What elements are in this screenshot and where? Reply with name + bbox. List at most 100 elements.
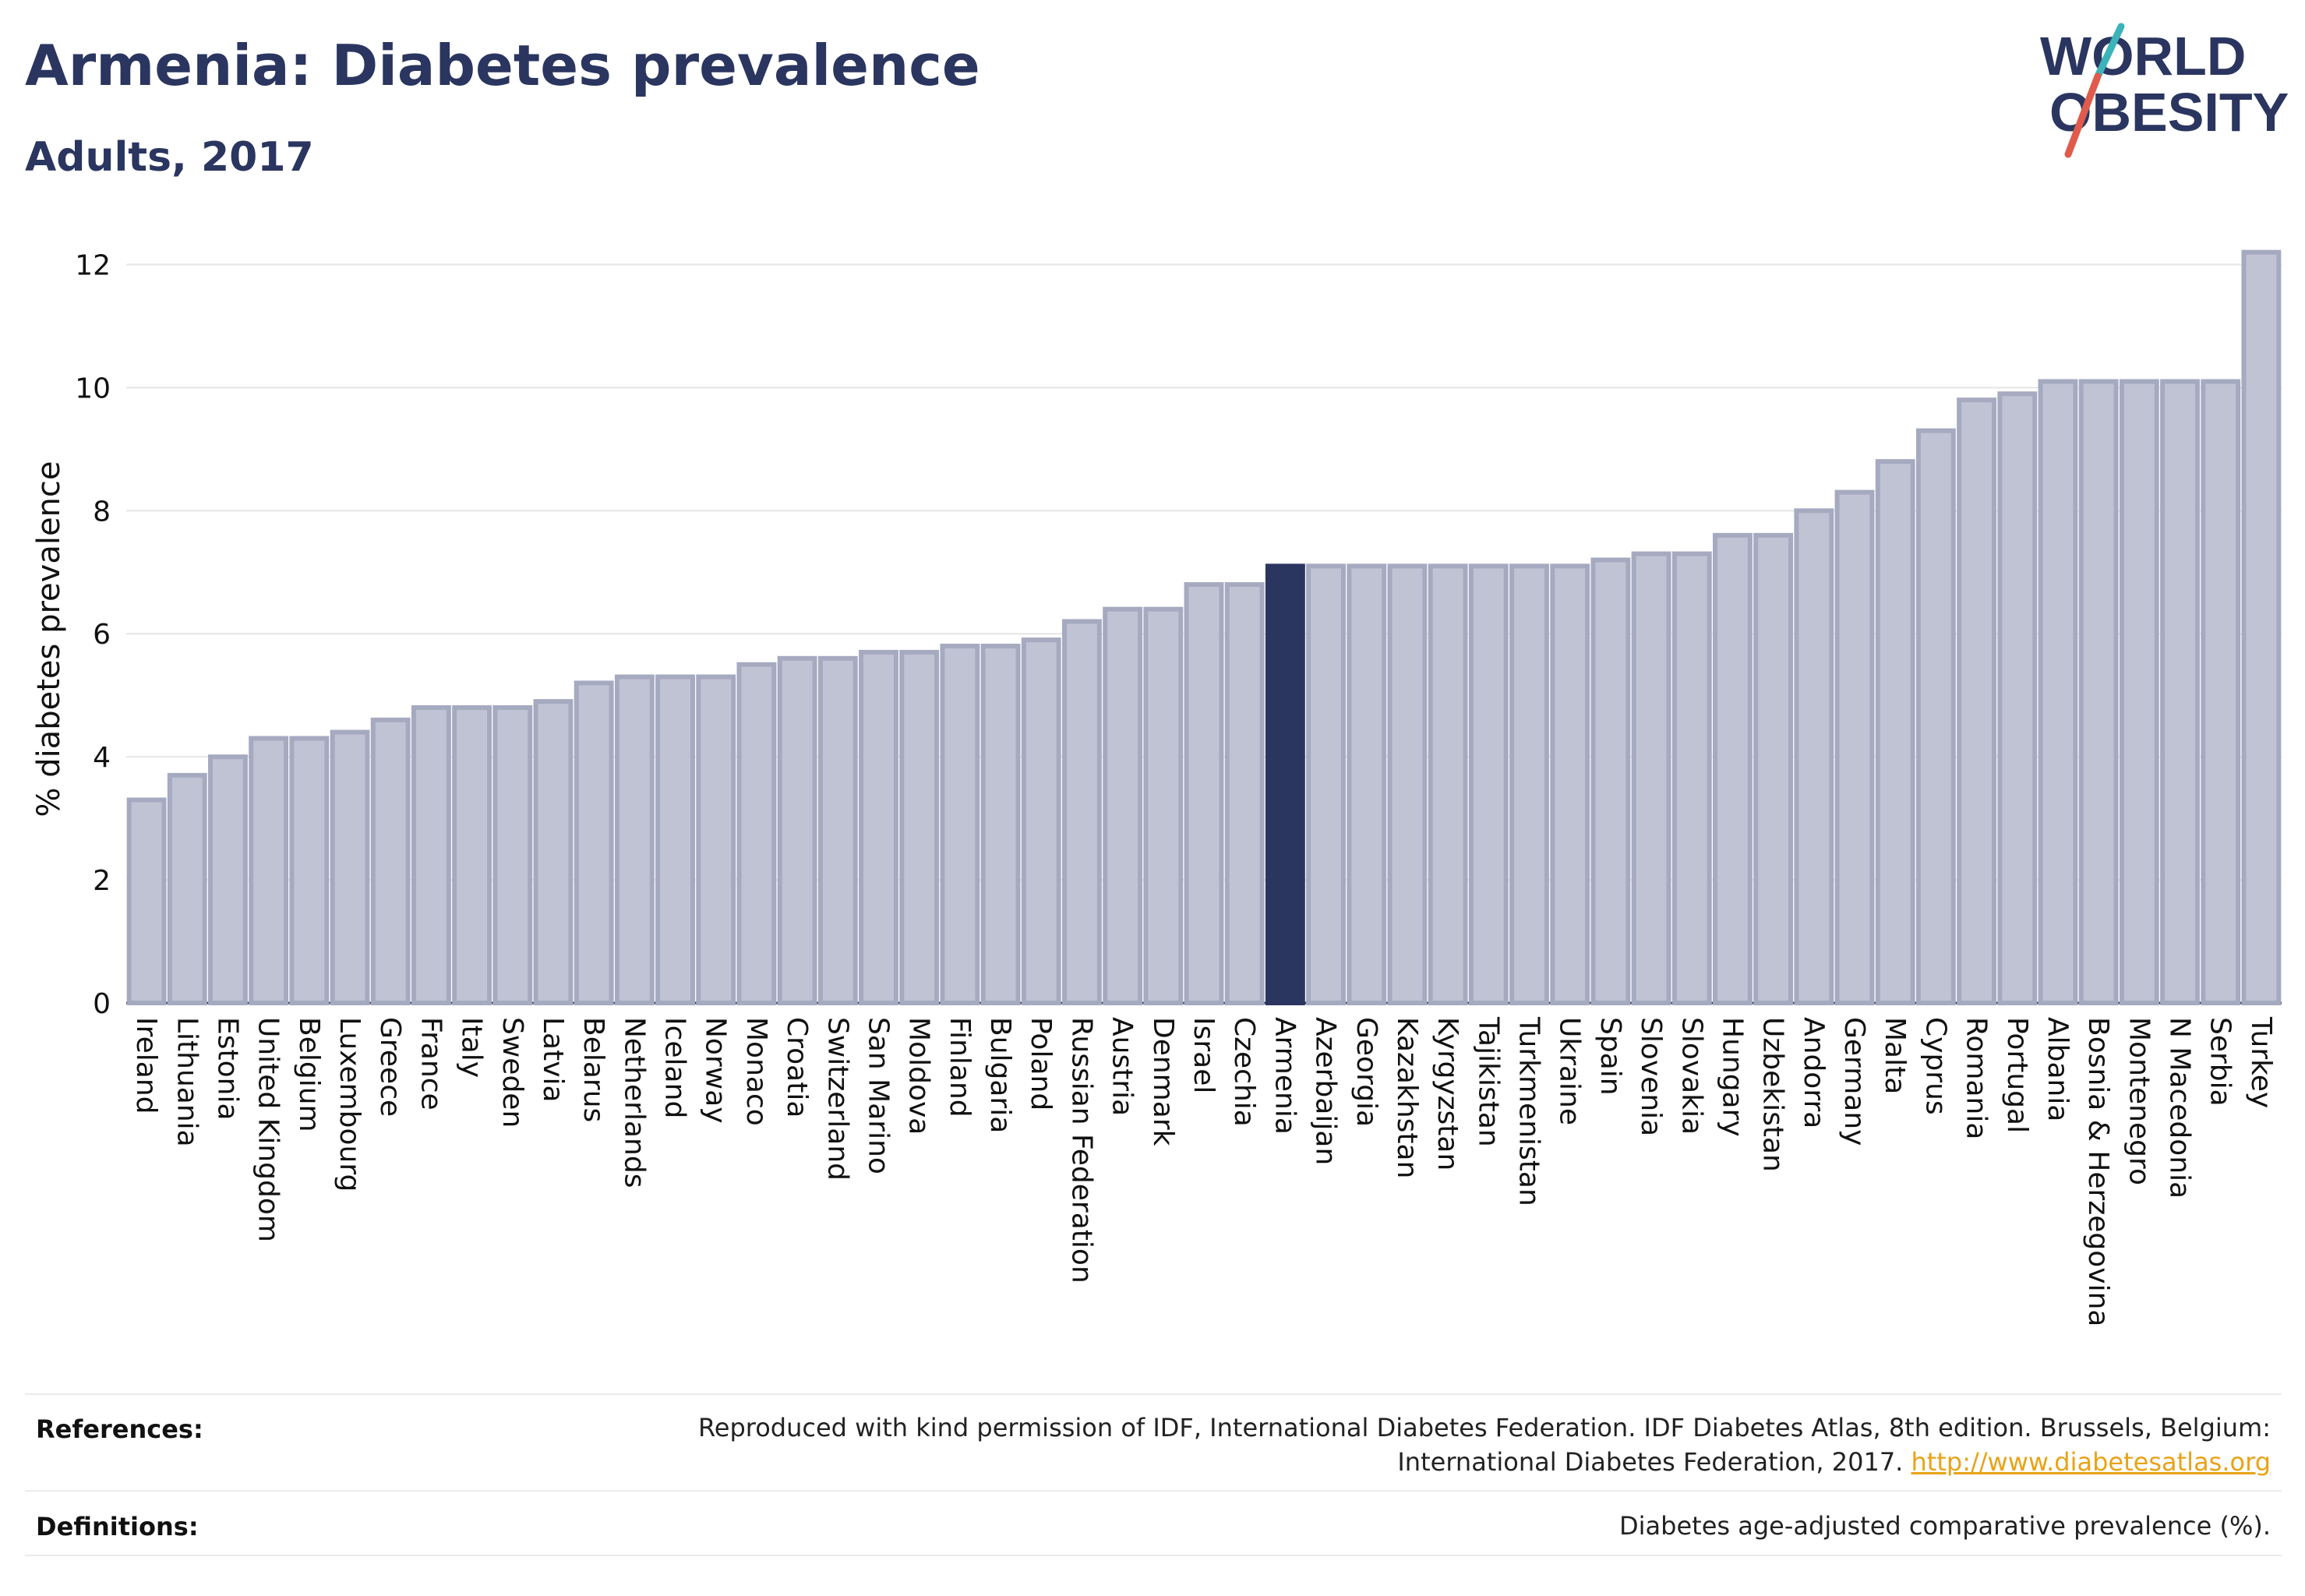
bar-estonia <box>208 754 248 1005</box>
bar-sweden <box>492 704 533 1005</box>
bar-portugal <box>1997 391 2038 1005</box>
bar-hungary <box>1713 532 1753 1005</box>
x-tick-label: Netherlands <box>618 1017 650 1188</box>
bar-croatia <box>777 655 817 1005</box>
y-tick-label: 12 <box>75 249 111 281</box>
x-tick-label: Sweden <box>496 1017 528 1128</box>
bar-lithuania <box>167 772 207 1006</box>
x-tick-label: Albania <box>2042 1017 2074 1121</box>
bar-monaco <box>736 662 777 1005</box>
x-tick-label: Austria <box>1107 1017 1138 1116</box>
bar-san-marino <box>859 649 898 1005</box>
x-tick-label: Bulgaria <box>984 1017 1016 1133</box>
x-tick-label: Denmark <box>1147 1017 1179 1146</box>
x-tick-label: United Kingdom <box>252 1017 284 1242</box>
bar-turkey <box>2241 249 2282 1005</box>
x-tick-label: Germany <box>1838 1017 1870 1146</box>
bar-netherlands <box>614 674 655 1006</box>
x-tick-label: Monaco <box>740 1017 772 1126</box>
x-tick-label: Cyprus <box>1919 1017 1951 1115</box>
x-tick-label: Armenia <box>1269 1017 1301 1135</box>
bar-italy <box>452 704 492 1005</box>
bar-poland <box>1021 637 1061 1005</box>
bar-slovenia <box>1631 551 1671 1005</box>
bar-austria <box>1103 606 1143 1005</box>
bar-luxembourg <box>330 729 370 1005</box>
bar-georgia <box>1347 563 1387 1005</box>
x-tick-label: Iceland <box>659 1017 691 1118</box>
references-label: References: <box>36 1414 203 1444</box>
y-tick-label: 0 <box>93 988 111 1020</box>
footer-divider-mid <box>25 1490 2282 1492</box>
x-tick-label: Italy <box>456 1017 488 1078</box>
x-tick-label: Romania <box>1961 1017 1993 1139</box>
bar-montenegro <box>2119 379 2159 1005</box>
bar-chart: 0 2 4 6 8 10 12 Ireland Lithuania Estonia United … <box>31 249 2282 1326</box>
page-subtitle: Adults, 2017 <box>25 134 314 181</box>
bar-ukraine <box>1550 563 1590 1005</box>
x-tick-label: Montenegro <box>2123 1017 2155 1185</box>
bar-bulgaria <box>980 644 1021 1005</box>
bar-denmark <box>1143 606 1184 1005</box>
y-tick-label: 2 <box>93 865 111 897</box>
x-tick-label: Kyrgyzstan <box>1431 1017 1463 1171</box>
references-text: Reproduced with kind permission of IDF, … <box>698 1411 2271 1479</box>
references-line-2: International Diabetes Federation, 2017.… <box>698 1445 2271 1479</box>
bar-czechia <box>1224 582 1265 1005</box>
page-title: Armenia: Diabetes prevalence <box>25 33 980 98</box>
y-tick-label: 10 <box>75 373 111 404</box>
bar-spain <box>1590 557 1631 1005</box>
bar-albania <box>2038 379 2078 1005</box>
references-line-2-text: International Diabetes Federation, 2017. <box>1397 1447 1904 1477</box>
bar-germany <box>1834 489 1875 1005</box>
x-tick-label: Portugal <box>2001 1017 2033 1133</box>
x-tick-label: Czechia <box>1228 1017 1260 1127</box>
bar-belgium <box>289 736 330 1005</box>
bar-bosnia-herzegovina <box>2078 379 2119 1005</box>
references-line-1: Reproduced with kind permission of IDF, … <box>697 1413 2271 1442</box>
bar-azerbaijan <box>1306 563 1347 1005</box>
x-tick-label: Turkmenistan <box>1513 1016 1545 1206</box>
bar-latvia <box>533 699 574 1005</box>
x-tick-label: Uzbekistan <box>1757 1017 1789 1172</box>
bar-russian-federation <box>1061 619 1102 1005</box>
x-tick-label: Ireland <box>130 1017 162 1114</box>
logo-text-world: WORLD <box>2040 26 2246 87</box>
bar-greece <box>370 717 411 1005</box>
bar-uzbekistan <box>1753 532 1794 1005</box>
footer-divider-bottom <box>25 1555 2282 1556</box>
world-obesity-logo: WORLD OBESITY <box>2040 23 2289 158</box>
bar-cyprus <box>1915 428 1956 1005</box>
bar-kazakhstan <box>1387 563 1428 1005</box>
bar-tajikistan <box>1468 563 1509 1005</box>
logo-slash-red <box>2064 72 2102 158</box>
bar-andorra <box>1794 508 1834 1005</box>
x-tick-label: Slovenia <box>1635 1017 1667 1136</box>
x-tick-label: Spain <box>1594 1017 1626 1096</box>
x-tick-label: Poland <box>1025 1017 1057 1110</box>
x-tick-label: Azerbaijan <box>1310 1017 1342 1165</box>
x-tick-label: San Marino <box>862 1017 894 1174</box>
bar-ireland <box>126 797 167 1005</box>
x-tick-label: N Macedonia <box>2164 1017 2196 1199</box>
x-tick-label: Kazakhstan <box>1391 1017 1423 1178</box>
bar-n-macedonia <box>2160 379 2200 1005</box>
x-tick-label: Croatia <box>781 1017 813 1118</box>
x-tick-label: Israel <box>1188 1017 1220 1093</box>
bar-france <box>411 704 451 1005</box>
x-tick-label: Finland <box>944 1017 976 1118</box>
y-tick-label: 8 <box>93 496 111 528</box>
definitions-text: Diabetes age-adjusted comparative preval… <box>1619 1511 2271 1541</box>
bar-belarus <box>574 680 614 1006</box>
x-tick-label: Slovakia <box>1675 1017 1707 1135</box>
x-tick-label: Belarus <box>577 1017 609 1122</box>
x-tick-label: France <box>415 1017 447 1110</box>
diabetesatlas-link[interactable]: http://www.diabetesatlas.org <box>1911 1447 2271 1477</box>
x-tick-label: Russian Federation <box>1065 1017 1097 1284</box>
x-tick-label: Switzerland <box>821 1017 853 1181</box>
bar-switzerland <box>817 655 858 1005</box>
y-tick-label: 6 <box>93 619 111 651</box>
bar-armenia <box>1265 563 1305 1005</box>
footer-divider-top <box>25 1393 2282 1395</box>
x-tick-label: Latvia <box>537 1017 569 1103</box>
